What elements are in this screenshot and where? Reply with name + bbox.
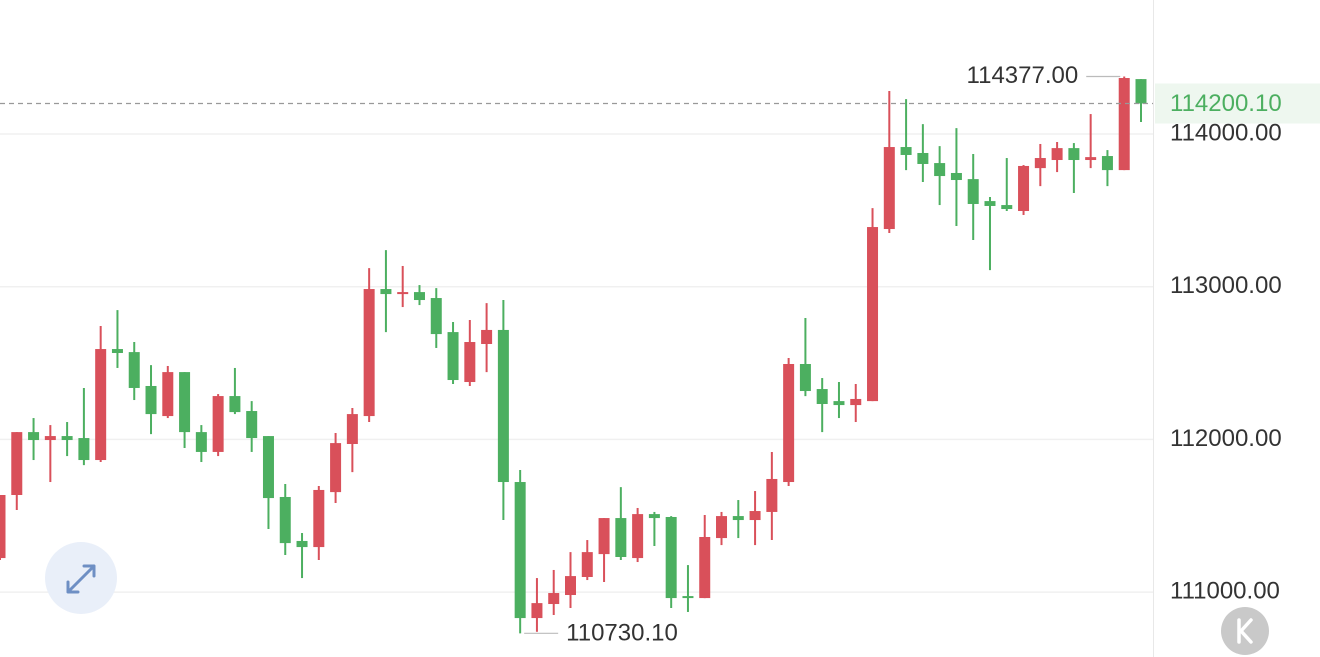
- last-price-box: [1155, 83, 1320, 124]
- candle-body: [111, 349, 123, 354]
- candle-body: [363, 289, 375, 417]
- last-price-label: 114200.10: [1170, 90, 1282, 117]
- candle-body: [296, 540, 308, 548]
- candle-body: [447, 332, 459, 381]
- candle-body: [548, 593, 560, 605]
- y-tick-label: 111000.00: [1170, 577, 1280, 604]
- candle-body: [598, 518, 610, 555]
- candle-body: [179, 372, 191, 433]
- candle-body: [397, 292, 409, 295]
- candle-body: [766, 478, 778, 512]
- candle-body: [699, 536, 711, 599]
- candle-body: [44, 436, 56, 441]
- candle-body: [1101, 156, 1113, 171]
- low-marker-label: 110730.10: [566, 620, 678, 647]
- candle-body: [430, 298, 442, 335]
- y-tick-label: 114000.00: [1170, 119, 1282, 146]
- candle-body: [732, 516, 744, 521]
- candle-body: [11, 432, 23, 496]
- candle-body: [783, 363, 795, 483]
- candle-body: [833, 401, 845, 406]
- candle-body: [212, 396, 224, 452]
- candle-body: [867, 227, 879, 402]
- k-line-button[interactable]: [1221, 607, 1269, 655]
- overlay: 111000.00 112000.00 113000.00 114000.001142…: [0, 62, 1320, 647]
- candle-body: [145, 385, 157, 415]
- candle-body: [128, 352, 140, 388]
- candle-body: [61, 436, 73, 441]
- grid: [0, 133, 1153, 593]
- candle-body: [1118, 78, 1130, 171]
- candle-body: [716, 516, 728, 539]
- candle-body: [330, 443, 342, 493]
- candle-body: [850, 398, 862, 406]
- candle-body: [799, 363, 811, 392]
- candle-body: [648, 514, 660, 519]
- candle-body: [279, 496, 291, 544]
- candle-body: [28, 432, 40, 441]
- candles: [0, 76, 1147, 634]
- candle-body: [514, 482, 526, 619]
- candle-body: [917, 152, 929, 164]
- candle-body: [531, 603, 543, 619]
- candle-body: [581, 552, 593, 577]
- candle-body: [900, 147, 912, 155]
- expand-button[interactable]: [45, 542, 117, 614]
- candle-body: [1001, 205, 1013, 210]
- candle-body: [883, 147, 895, 230]
- y-tick-label: 113000.00: [1170, 272, 1282, 299]
- candle-body: [632, 514, 644, 559]
- candle-body: [95, 349, 107, 461]
- candle-body: [162, 372, 174, 417]
- candle-body: [934, 163, 946, 177]
- candle-body: [229, 396, 241, 413]
- candle-body: [1135, 79, 1147, 104]
- candle-body: [1051, 148, 1063, 161]
- candle-body: [346, 414, 358, 445]
- candle-body: [246, 411, 258, 439]
- candle-body: [481, 329, 493, 344]
- candle-body: [682, 596, 694, 599]
- candle-body: [816, 389, 828, 405]
- candle-body: [1068, 148, 1080, 161]
- candle-body: [1034, 158, 1046, 169]
- candle-body: [313, 489, 325, 548]
- candle-body: [464, 342, 476, 383]
- candle-body: [1018, 165, 1030, 212]
- candle-body: [615, 518, 627, 557]
- candle-body: [78, 438, 90, 461]
- candle-body: [749, 511, 761, 521]
- candle-body: [1085, 157, 1097, 161]
- candle-body: [195, 432, 207, 452]
- candle-body: [984, 201, 996, 206]
- candle-body: [950, 172, 962, 181]
- candle-body: [380, 289, 392, 295]
- candle-body: [0, 495, 6, 559]
- candle-body: [413, 292, 425, 301]
- candle-body: [497, 329, 509, 483]
- y-tick-label: 112000.00: [1170, 425, 1282, 452]
- high-marker-label: 114377.00: [967, 62, 1079, 89]
- candle-body: [665, 516, 677, 599]
- candle-body: [262, 436, 274, 499]
- candle-body: [967, 179, 979, 204]
- candle-body: [565, 576, 576, 596]
